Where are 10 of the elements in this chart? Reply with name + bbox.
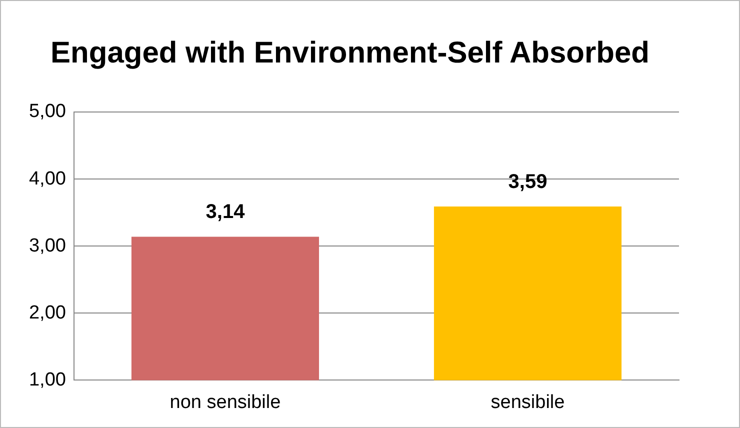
y-tick-label: 5,00	[28, 101, 66, 122]
y-tick-label: 4,00	[28, 168, 66, 190]
data-label: 3,14	[206, 201, 246, 224]
y-tick-label: 1,00	[28, 369, 66, 390]
chart-title: Engaged with Environment-Self Absorbed	[50, 36, 650, 70]
y-tick-label: 2,00	[28, 302, 66, 324]
data-label: 3,59	[508, 171, 548, 194]
x-tick-label: non sensibile	[170, 392, 281, 413]
x-tick-label: sensibile	[490, 392, 565, 413]
y-tick-label: 3,00	[28, 235, 66, 256]
